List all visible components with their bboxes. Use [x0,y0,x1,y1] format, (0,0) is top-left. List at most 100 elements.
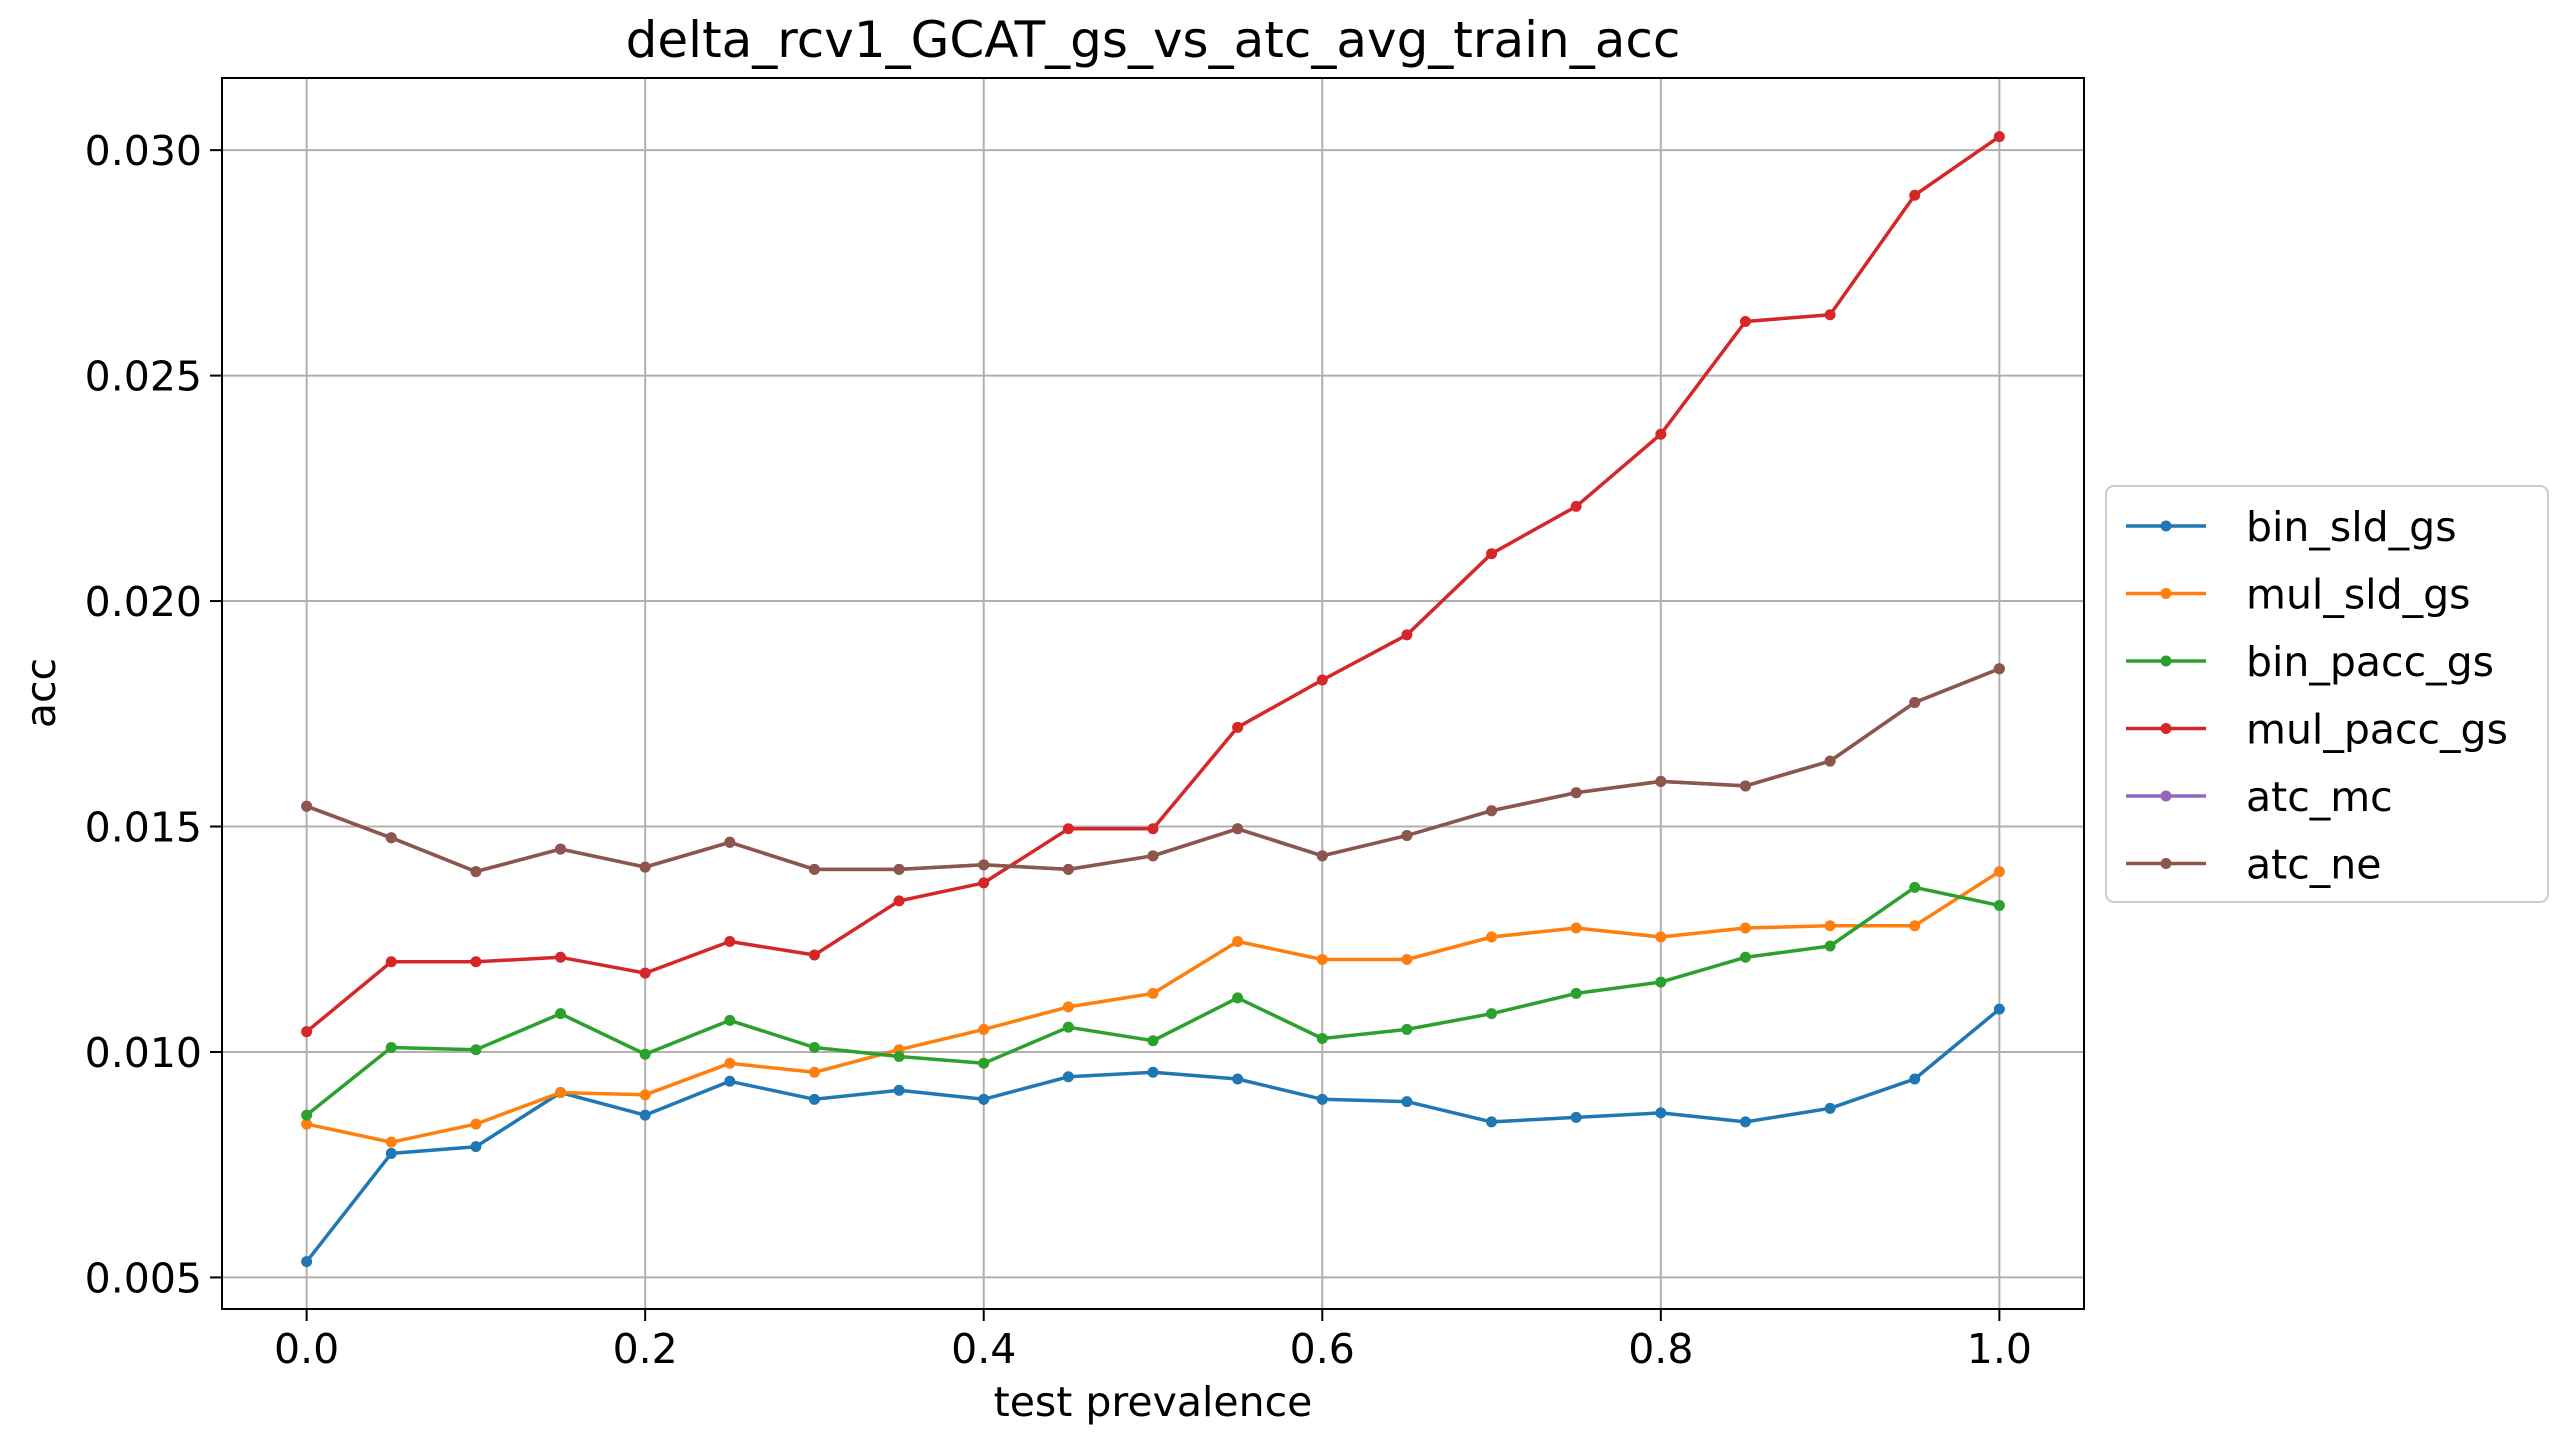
data-point [724,1014,736,1026]
data-point [1486,1008,1498,1020]
legend-label: mul_pacc_gs [2246,706,2508,754]
data-point [1232,992,1244,1004]
y-tick-label: 0.005 [85,1254,202,1302]
data-point [893,895,905,907]
data-point [1147,987,1159,999]
data-point [1486,805,1498,817]
data-point [301,1026,313,1038]
data-point [1993,899,2005,911]
data-point [1401,629,1413,641]
data-point [1062,1071,1074,1083]
data-point [301,1109,313,1121]
legend-entry: mul_sld_gs [2126,571,2470,619]
data-point [470,1044,482,1056]
data-point [1147,1066,1159,1078]
series-atc-ne [301,663,2005,878]
data-point [893,1050,905,1062]
data-point [1993,131,2005,143]
legend-entry: atc_mc [2126,773,2393,821]
data-point [1570,987,1582,999]
data-point [978,1023,990,1035]
data-point [1232,936,1244,948]
data-point [724,836,736,848]
data-point [1147,823,1159,835]
data-point [385,1041,397,1053]
data-point [893,863,905,875]
legend-entry: mul_pacc_gs [2126,706,2508,754]
data-point [1824,940,1836,952]
data-point [639,1048,651,1060]
data-point [1824,920,1836,932]
chart-title: delta_rcv1_GCAT_gs_vs_atc_avg_train_acc [626,11,1681,69]
legend-marker [2160,520,2172,532]
data-point [1232,823,1244,835]
plot-frame [221,77,2085,1310]
x-tick-label: 0.0 [274,1325,339,1373]
data-point [1062,1021,1074,1033]
data-point [1739,1116,1751,1128]
data-point [1909,881,1921,893]
legend-marker [2160,790,2172,802]
data-point [555,1087,567,1099]
legend-label: bin_pacc_gs [2246,638,2494,686]
legend-label: bin_sld_gs [2246,503,2457,551]
data-point [1993,1003,2005,1015]
data-point [1655,1107,1667,1119]
x-tick-label: 1.0 [1967,1325,2032,1373]
data-point [893,1084,905,1096]
data-point [1739,951,1751,963]
data-point [555,1008,567,1020]
data-point [1909,920,1921,932]
data-point [1401,1023,1413,1035]
y-axis-ticks: 0.005 0.010 0.015 0.020 0.025 0.030 [85,127,222,1302]
data-point [385,1136,397,1148]
data-point [1824,309,1836,321]
series-mul-pacc-gs [301,131,2005,1038]
series-mul-sld-gs [301,866,2005,1148]
data-point [301,800,313,812]
data-point [1739,315,1751,327]
data-point [1570,1111,1582,1123]
data-point [1316,850,1328,862]
data-point [1993,866,2005,878]
series-bin-pacc-gs [301,881,2005,1121]
data-point [1316,1093,1328,1105]
data-point [978,1057,990,1069]
legend-marker [2160,723,2172,734]
data-point [555,951,567,963]
data-point [385,956,397,968]
x-tick-label: 0.2 [613,1325,678,1373]
data-point [1570,922,1582,934]
grid-lines [222,78,2084,1309]
data-point [385,832,397,844]
data-point [1232,1073,1244,1085]
data-point [1401,954,1413,966]
data-point [639,861,651,873]
series-layer [301,131,2005,1268]
data-point [724,1075,736,1087]
legend-marker [2160,655,2172,667]
data-point [1316,674,1328,686]
data-point [808,1041,820,1053]
data-point [1739,780,1751,792]
x-tick-label: 0.8 [1628,1325,1693,1373]
data-point [978,877,990,889]
x-axis-label: test prevalence [994,1378,1313,1426]
y-tick-label: 0.025 [85,353,202,401]
data-point [808,1093,820,1105]
data-point [1655,428,1667,440]
legend-label: atc_ne [2246,841,2381,889]
y-tick-label: 0.030 [85,127,202,175]
data-point [470,1141,482,1153]
data-point [808,949,820,961]
data-point [1655,976,1667,988]
data-point [1909,1073,1921,1085]
data-point [1824,1102,1836,1114]
data-point [1570,500,1582,512]
data-point [724,1057,736,1069]
data-point [301,1256,313,1268]
data-point [1486,548,1498,560]
data-point [639,1109,651,1121]
data-point [1316,1032,1328,1044]
